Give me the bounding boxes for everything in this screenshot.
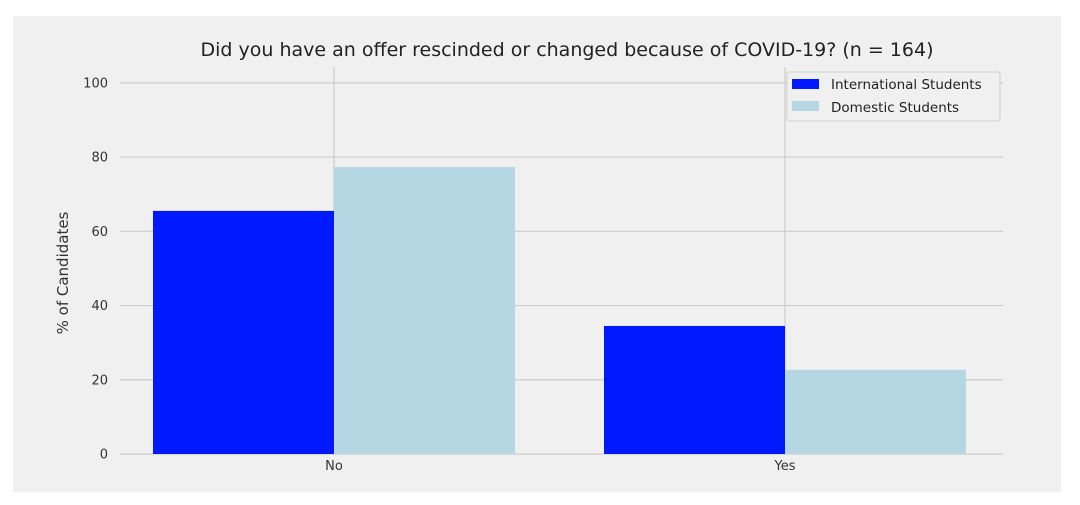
bar-international-students-no <box>153 210 334 454</box>
y-axis-label: % of Candidates <box>54 211 72 334</box>
bar-domestic-students-yes <box>785 369 966 454</box>
x-tick-labels: No Yes <box>325 459 796 474</box>
legend-swatch-domestic <box>792 101 819 111</box>
y-tick-label: 0 <box>100 448 108 463</box>
y-tick-label: 80 <box>91 151 108 166</box>
y-tick-label: 40 <box>91 299 108 314</box>
y-tick-label: 100 <box>83 76 108 91</box>
chart-figure: 0 20 40 60 80 100 No Yes Did you have an offer… <box>13 16 1061 492</box>
x-tick-label: Yes <box>774 459 796 474</box>
bar-chart: 0 20 40 60 80 100 No Yes Did you have an offer… <box>54 39 1003 474</box>
legend-label-international: International Students <box>831 77 982 93</box>
legend-label-domestic: Domestic Students <box>831 100 959 116</box>
y-tick-label: 60 <box>91 225 108 240</box>
legend-swatch-international <box>792 79 819 89</box>
legend-box <box>786 71 1001 122</box>
bar-domestic-students-no <box>334 167 515 454</box>
legend: International Students Domestic Students <box>786 71 1001 122</box>
y-tick-label: 20 <box>91 373 108 388</box>
x-tick-label: No <box>325 459 343 474</box>
bar-international-students-yes <box>604 325 785 454</box>
chart-title: Did you have an offer rescinded or chang… <box>201 39 934 61</box>
bars <box>153 167 966 454</box>
y-tick-labels: 0 20 40 60 80 100 <box>83 76 108 462</box>
